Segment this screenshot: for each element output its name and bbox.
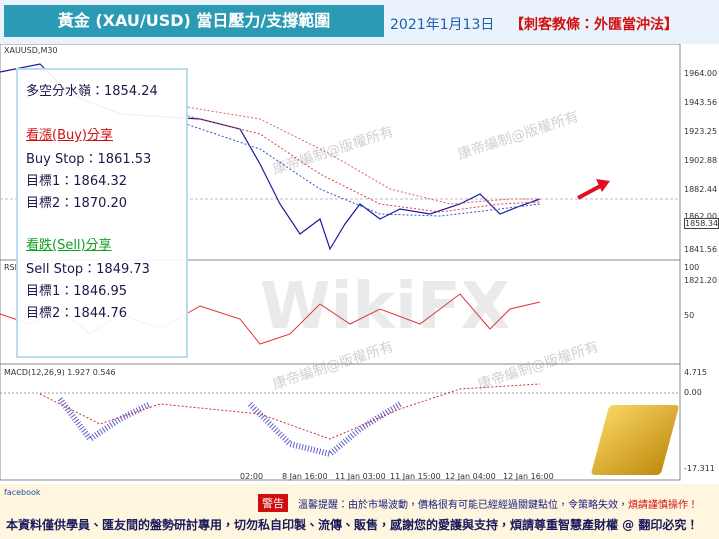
price-tick: 1862.00 (684, 212, 718, 221)
price-tick: 1943.56 (684, 98, 718, 107)
footer (0, 484, 719, 539)
time-tick: 12 Jan 16:00 (503, 472, 554, 481)
macd-tick: 0.00 (684, 388, 702, 397)
notice: 溫馨提醒：由於市場波動，價格很有可能已經經過關鍵點位，令策略失效，煩請謹慎操作！ (298, 496, 698, 511)
notice-red: 煩請謹慎操作！ (628, 500, 698, 511)
sell-target: 目標1：1846.95 (26, 284, 128, 299)
price-tick: 1841.56 (684, 245, 718, 254)
info-panel: 多空分水嶺：1854.24 看漲(Buy)分享 Buy Stop：1861.53… (16, 68, 188, 358)
price-tick: 1821.20 (684, 276, 718, 285)
buy-stop: Buy Stop：1861.53 (26, 152, 152, 167)
macd-label: MACD(12,26,9) 1.927 0.546 (4, 368, 116, 377)
date: 2021年1月13日 (390, 17, 495, 33)
price-tick: 1858.34 (684, 218, 719, 229)
time-tick: 12 Jan 04:00 (445, 472, 496, 481)
price-tick: 1882.44 (684, 185, 718, 194)
time-tick: 11 Jan 03:00 (335, 472, 386, 481)
sell-target: 目標2：1844.76 (26, 306, 128, 321)
price-tick: 1923.25 (684, 127, 718, 136)
price-tick: 1902.88 (684, 156, 718, 165)
warning-badge: 警告 (258, 494, 288, 512)
rsi-label: RSI (4, 263, 17, 272)
buy-target: 目標1：1864.32 (26, 174, 128, 189)
copyright: 本資料僅供學員、匯友間的盤勢研討專用，切勿私自印製、流傳、販售，感謝您的愛護與支… (6, 518, 699, 532)
pivot: 多空分水嶺：1854.24 (26, 84, 158, 99)
buy-title: 看漲(Buy)分享 (26, 128, 113, 143)
rsi-tick: 100 (684, 263, 700, 272)
buy-target: 目標2：1870.20 (26, 196, 128, 211)
symbol: XAUUSD,M30 (4, 46, 58, 55)
macd-tick: 4.715 (684, 368, 707, 377)
logo-watermark: WikiFX (260, 270, 511, 344)
sell-stop: Sell Stop：1849.73 (26, 262, 150, 277)
time-tick: 8 Jan 16:00 (282, 472, 328, 481)
brand: 【刺客教條：外匯當沖法】 (510, 17, 678, 33)
sell-title: 看跌(Sell)分享 (26, 238, 112, 253)
rsi-tick: 50 (684, 311, 695, 320)
price-tick: 1964.00 (684, 69, 718, 78)
time-tick: 02:00 (240, 472, 264, 481)
social-label: facebook (4, 488, 41, 497)
title: 黃金 (XAU/USD) 當日壓力/支撐範圍 (4, 5, 384, 37)
notice-text: 溫馨提醒：由於市場波動，價格很有可能已經經過關鍵點位，令策略失效， (298, 500, 628, 511)
macd-tick: -17.311 (684, 464, 715, 473)
time-tick: 11 Jan 15:00 (390, 472, 441, 481)
